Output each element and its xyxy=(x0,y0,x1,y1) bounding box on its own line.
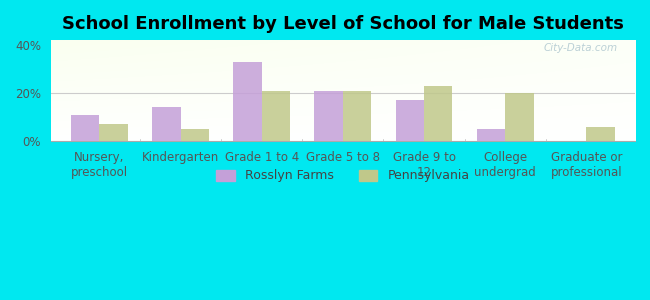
Text: City-Data.com: City-Data.com xyxy=(543,43,618,53)
Bar xyxy=(505,93,534,141)
Bar xyxy=(181,129,209,141)
Legend: Rosslyn Farms, Pennsylvania: Rosslyn Farms, Pennsylvania xyxy=(211,164,474,188)
Bar xyxy=(71,115,99,141)
Bar xyxy=(396,100,424,141)
Bar xyxy=(424,86,452,141)
Bar xyxy=(99,124,128,141)
Bar xyxy=(233,62,262,141)
Bar xyxy=(262,91,290,141)
Bar xyxy=(476,129,505,141)
Bar xyxy=(586,127,615,141)
Bar xyxy=(152,107,181,141)
Bar xyxy=(315,91,343,141)
Bar xyxy=(343,91,371,141)
Title: School Enrollment by Level of School for Male Students: School Enrollment by Level of School for… xyxy=(62,15,624,33)
